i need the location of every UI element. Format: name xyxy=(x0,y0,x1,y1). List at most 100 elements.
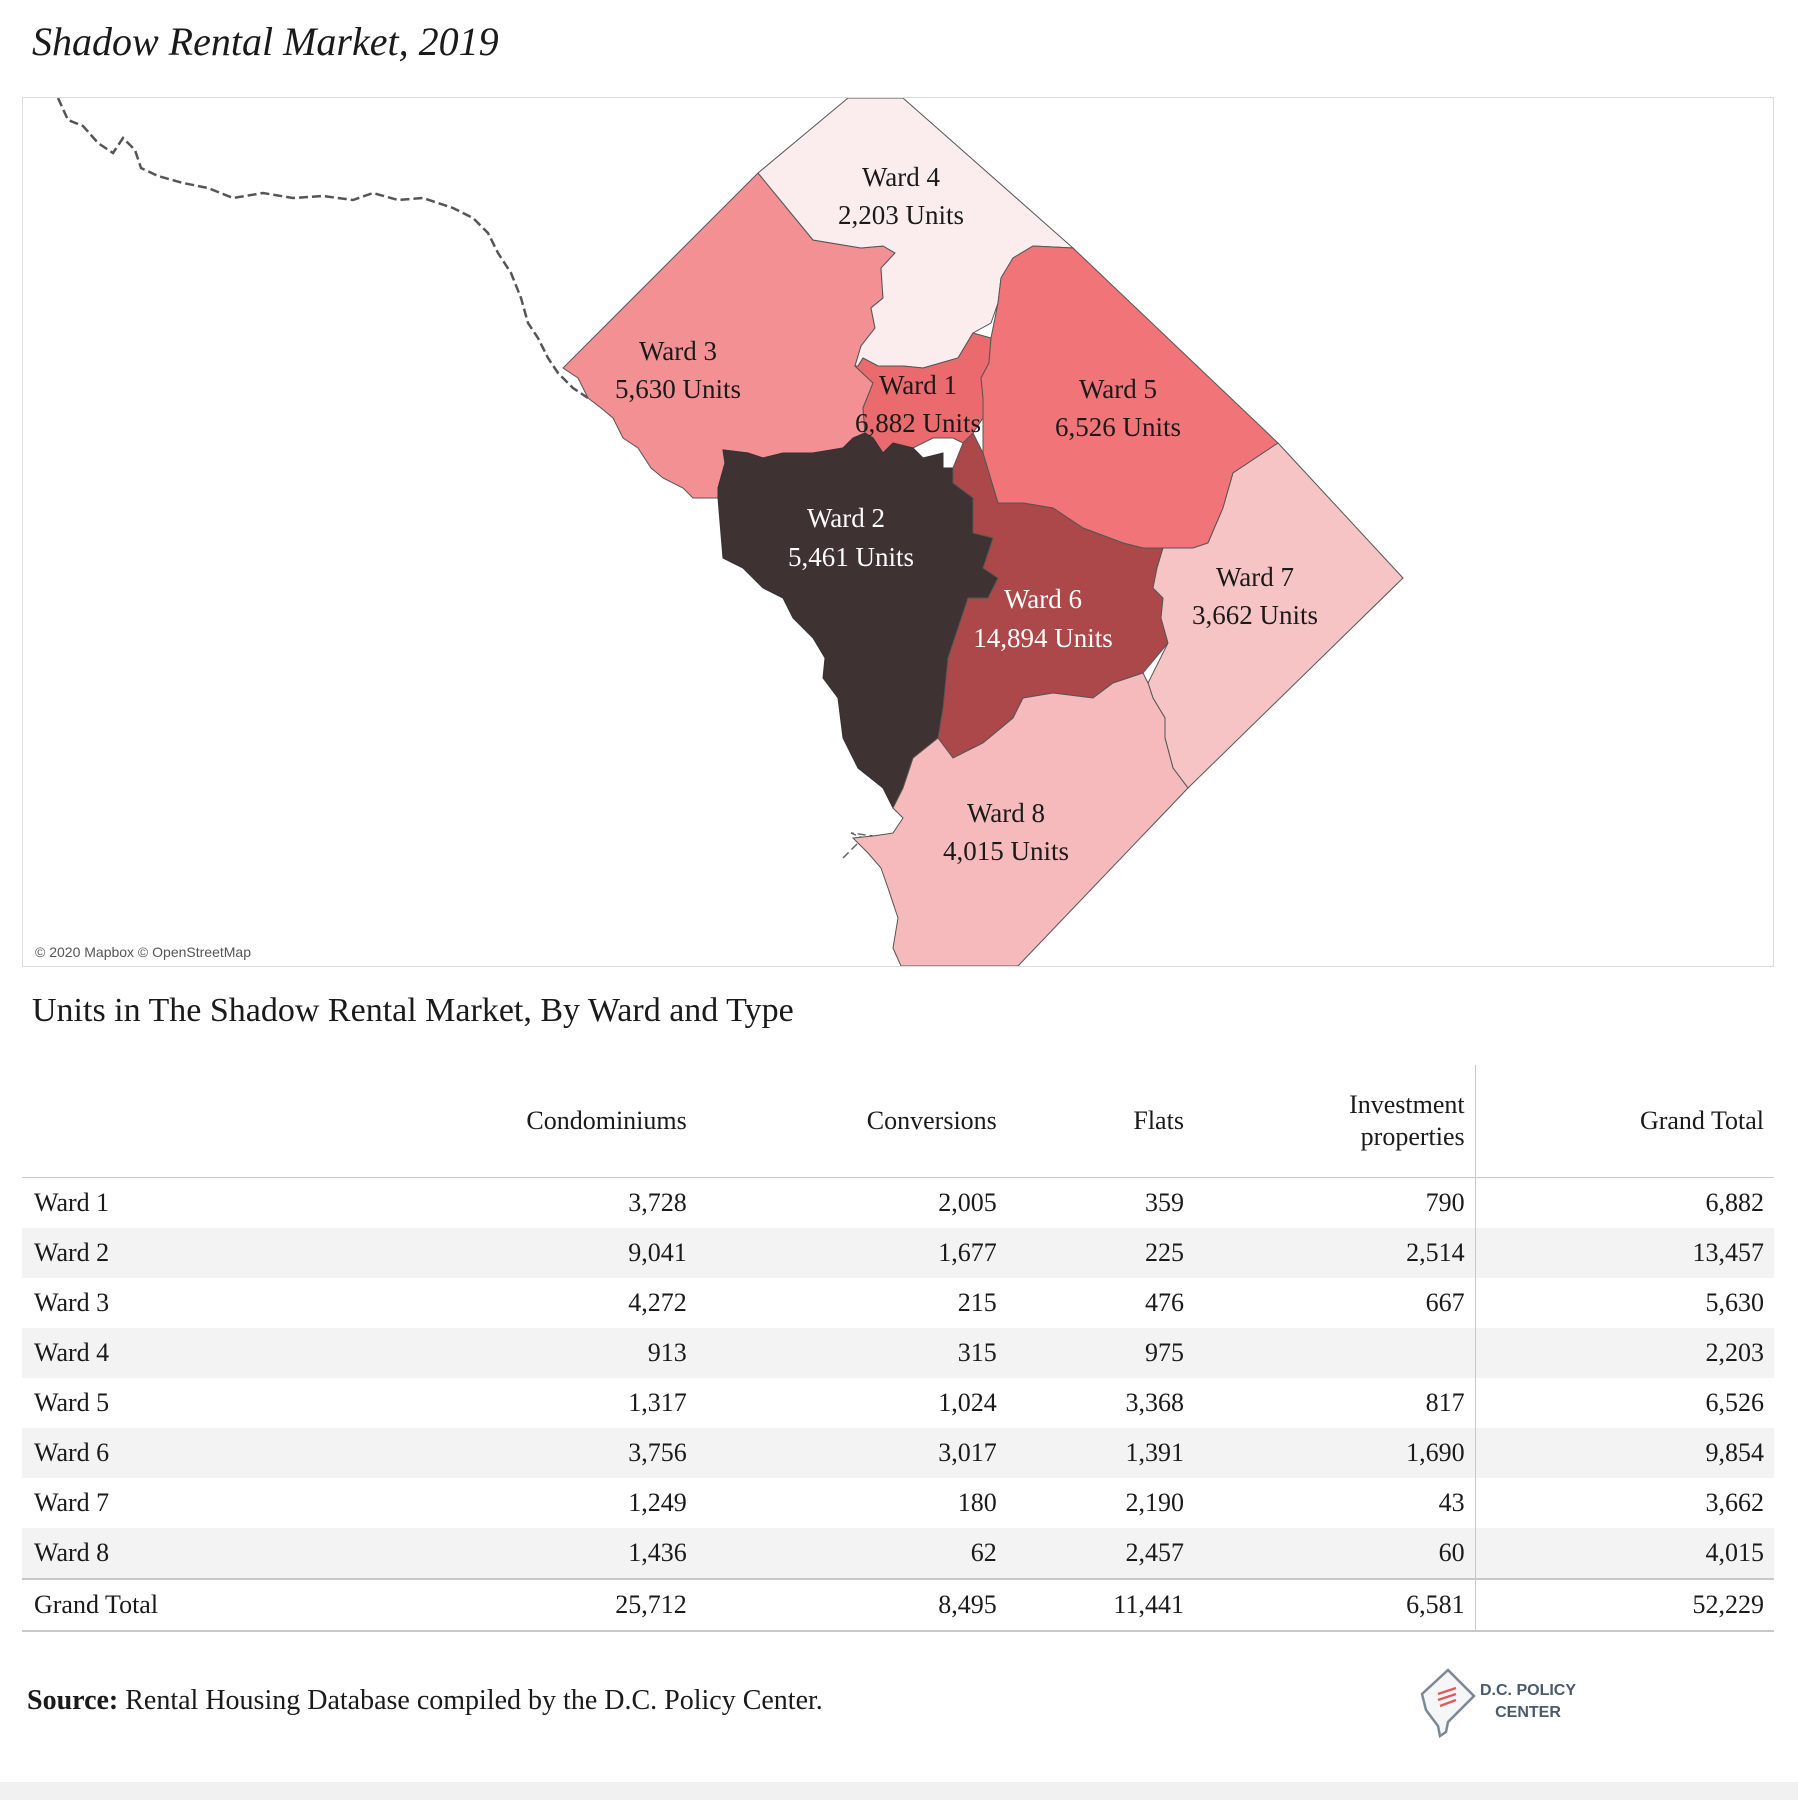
header-investment: Investment properties xyxy=(1193,1065,1476,1178)
cell-flats: 3,368 xyxy=(1125,1388,1184,1417)
ward-7-name: Ward 7 xyxy=(1216,562,1294,592)
cell-flats: 11,441 xyxy=(1006,1578,1194,1632)
table-row: Ward 3 4,272 215 476 667 5,630 xyxy=(22,1278,1774,1328)
cell-investment: 790 xyxy=(1425,1188,1465,1217)
header-grand-total: Grand Total xyxy=(1474,1065,1774,1178)
cell-total: 4,015 xyxy=(1474,1528,1774,1579)
cell-total: 2,203 xyxy=(1474,1328,1774,1378)
ward-4-name: Ward 4 xyxy=(862,162,941,192)
logo-text: D.C. POLICY CENTER xyxy=(1480,1680,1576,1724)
ward-6-name: Ward 6 xyxy=(1004,584,1082,614)
row-label: Ward 7 xyxy=(34,1488,110,1517)
grand-total-row: Grand Total 25,712 8,495 11,441 6,581 52… xyxy=(22,1578,1774,1632)
cell-condominiums: 9,041 xyxy=(323,1228,697,1278)
cell-investment: 1,690 xyxy=(1193,1428,1476,1478)
cell-total: 13,457 xyxy=(1474,1228,1774,1278)
cell-total: 52,229 xyxy=(1474,1578,1774,1632)
source-label: Source: xyxy=(27,1685,119,1716)
ward-7-units: 3,662 Units xyxy=(1192,600,1318,630)
cell-conversions: 215 xyxy=(957,1288,997,1317)
ward-3-units: 5,630 Units xyxy=(615,374,741,404)
header-investment-line1: Investment xyxy=(1349,1090,1465,1119)
cell-total: 9,854 xyxy=(1474,1428,1774,1478)
cell-flats: 225 xyxy=(1006,1228,1194,1278)
cell-condominiums: 4,272 xyxy=(628,1288,687,1317)
logo-line1: D.C. POLICY xyxy=(1480,1682,1577,1699)
cell-investment: 43 xyxy=(1438,1488,1465,1517)
cell-investment: 667 xyxy=(1425,1288,1465,1317)
dc-policy-center-logo[interactable]: D.C. POLICY CENTER xyxy=(1418,1666,1598,1739)
source-note: Source: Rental Housing Database compiled… xyxy=(27,1685,823,1717)
river-edge-south xyxy=(842,832,874,859)
cell-flats: 2,457 xyxy=(1006,1528,1194,1579)
ward-5-name: Ward 5 xyxy=(1079,374,1157,404)
state-border-line xyxy=(56,98,589,400)
table-row: Ward 8 1,436 62 2,457 60 4,015 xyxy=(22,1528,1774,1579)
row-label: Ward 5 xyxy=(34,1388,110,1417)
ward-1-name: Ward 1 xyxy=(879,370,957,400)
cell-conversions: 315 xyxy=(696,1328,1007,1378)
row-label: Ward 2 xyxy=(22,1228,324,1278)
cell-conversions: 3,017 xyxy=(696,1428,1007,1478)
cell-total: 5,630 xyxy=(1474,1278,1774,1328)
cell-conversions: 1,677 xyxy=(696,1228,1007,1278)
cell-total: 6,882 xyxy=(1474,1177,1774,1228)
cell-flats: 476 xyxy=(1144,1288,1184,1317)
cell-investment: 60 xyxy=(1193,1528,1476,1579)
cell-condominiums: 1,317 xyxy=(628,1388,687,1417)
ward-8-units: 4,015 Units xyxy=(943,836,1069,866)
cell-conversions: 8,495 xyxy=(696,1578,1007,1632)
cell-condominiums: 913 xyxy=(323,1328,697,1378)
cell-conversions: 180 xyxy=(957,1488,997,1517)
row-label: Ward 1 xyxy=(34,1188,110,1217)
cell-total: 6,526 xyxy=(1474,1378,1774,1428)
table-header-row: Condominiums Conversions Flats Investmen… xyxy=(22,1065,1774,1178)
cell-investment: 817 xyxy=(1425,1388,1465,1417)
cell-conversions: 2,005 xyxy=(938,1188,997,1217)
row-label: Ward 4 xyxy=(22,1328,324,1378)
cell-investment: 6,581 xyxy=(1193,1578,1476,1632)
cell-flats: 2,190 xyxy=(1125,1488,1184,1517)
ward-3-name: Ward 3 xyxy=(639,336,717,366)
ward-2-name: Ward 2 xyxy=(807,503,885,533)
cell-conversions: 1,024 xyxy=(938,1388,997,1417)
ward-2-units: 5,461 Units xyxy=(788,542,914,572)
ward-map[interactable]: Ward 4 2,203 Units Ward 3 5,630 Units Wa… xyxy=(22,97,1774,967)
cell-conversions: 62 xyxy=(696,1528,1007,1579)
header-investment-line2: properties xyxy=(1360,1122,1465,1151)
table-row: Ward 1 3,728 2,005 359 790 6,882 xyxy=(22,1177,1774,1228)
ward-map-canvas: Ward 4 2,203 Units Ward 3 5,630 Units Wa… xyxy=(56,98,1404,966)
cell-condominiums: 25,712 xyxy=(323,1578,697,1632)
logo-line2: CENTER xyxy=(1495,1704,1561,1721)
cell-condominiums: 1,249 xyxy=(628,1488,687,1517)
ward-6-units: 14,894 Units xyxy=(973,623,1113,653)
ward-5-units: 6,526 Units xyxy=(1055,412,1181,442)
source-text: Rental Housing Database compiled by the … xyxy=(118,1685,823,1716)
header-condominiums: Condominiums xyxy=(323,1065,697,1178)
ward-1-units: 6,882 Units xyxy=(855,408,981,438)
map-attribution[interactable]: © 2020 Mapbox © OpenStreetMap xyxy=(35,944,251,960)
table-row: Ward 4 913 315 975 2,203 xyxy=(22,1328,1774,1378)
header-conversions: Conversions xyxy=(696,1065,1007,1178)
table-row: Ward 7 1,249 180 2,190 43 3,662 xyxy=(22,1478,1774,1528)
cell-flats: 975 xyxy=(1006,1328,1194,1378)
row-label: Ward 3 xyxy=(34,1288,110,1317)
cell-condominiums: 3,756 xyxy=(323,1428,697,1478)
ward-4-units: 2,203 Units xyxy=(838,200,964,230)
header-flats: Flats xyxy=(1006,1065,1194,1178)
table-row: Ward 5 1,317 1,024 3,368 817 6,526 xyxy=(22,1378,1774,1428)
cell-flats: 359 xyxy=(1144,1188,1184,1217)
ward-8-region[interactable] xyxy=(851,672,1189,966)
cell-investment xyxy=(1193,1328,1476,1378)
cell-investment: 2,514 xyxy=(1193,1228,1476,1278)
row-label: Grand Total xyxy=(22,1578,324,1632)
row-label: Ward 6 xyxy=(22,1428,324,1478)
row-label: Ward 8 xyxy=(22,1528,324,1579)
ward-8-name: Ward 8 xyxy=(967,798,1045,828)
cell-condominiums: 1,436 xyxy=(323,1528,697,1579)
cell-total: 3,662 xyxy=(1474,1478,1774,1528)
cell-flats: 1,391 xyxy=(1006,1428,1194,1478)
table-row: Ward 6 3,756 3,017 1,391 1,690 9,854 xyxy=(22,1428,1774,1478)
table-row: Ward 2 9,041 1,677 225 2,514 13,457 xyxy=(22,1228,1774,1278)
header-ward xyxy=(22,1065,324,1178)
